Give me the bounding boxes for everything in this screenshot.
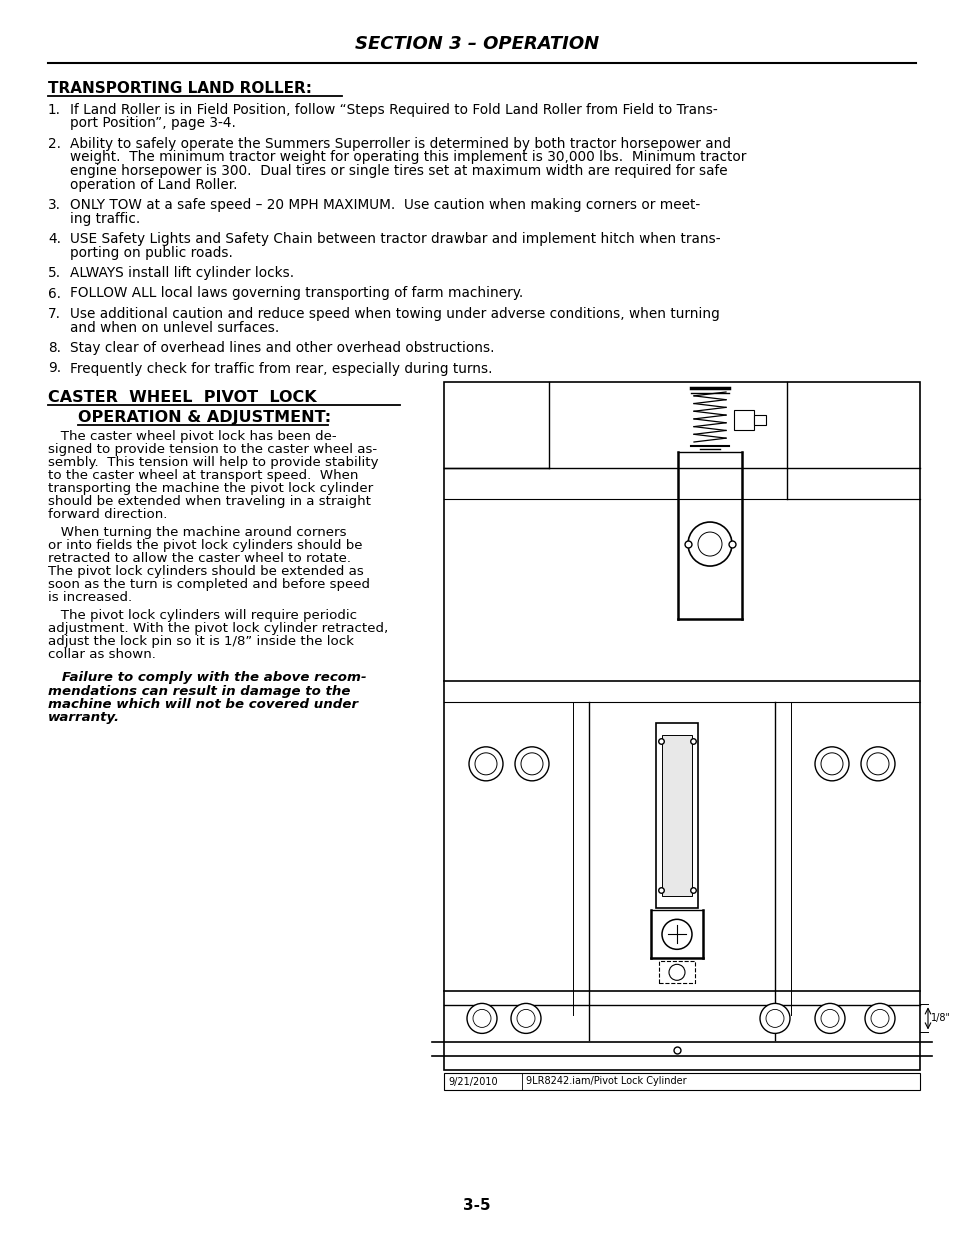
Text: to the caster wheel at transport speed.  When: to the caster wheel at transport speed. … <box>48 469 358 482</box>
Circle shape <box>864 1003 894 1034</box>
Circle shape <box>861 747 894 781</box>
Text: adjustment. With the pivot lock cylinder retracted,: adjustment. With the pivot lock cylinder… <box>48 622 388 635</box>
Text: warranty.: warranty. <box>48 711 120 725</box>
Text: collar as shown.: collar as shown. <box>48 648 156 661</box>
Text: mendations can result in damage to the: mendations can result in damage to the <box>48 684 350 698</box>
Text: 9LR8242.iam/Pivot Lock Cylinder: 9LR8242.iam/Pivot Lock Cylinder <box>525 1077 686 1087</box>
Text: USE Safety Lights and Safety Chain between tractor drawbar and implement hitch w: USE Safety Lights and Safety Chain betwe… <box>70 232 720 246</box>
Text: Ability to safely operate the Summers Superroller is determined by both tractor : Ability to safely operate the Summers Su… <box>70 137 730 151</box>
Circle shape <box>668 965 684 981</box>
Text: 8.: 8. <box>48 341 61 354</box>
Text: 4.: 4. <box>48 232 61 246</box>
Text: port Position”, page 3-4.: port Position”, page 3-4. <box>70 116 235 131</box>
Circle shape <box>473 1009 491 1028</box>
Text: ONLY TOW at a safe speed – 20 MPH MAXIMUM.  Use caution when making corners or m: ONLY TOW at a safe speed – 20 MPH MAXIMU… <box>70 198 700 212</box>
Text: 1.: 1. <box>48 103 61 117</box>
Circle shape <box>469 747 502 781</box>
Text: or into fields the pivot lock cylinders should be: or into fields the pivot lock cylinders … <box>48 538 362 552</box>
Text: engine horsepower is 300.  Dual tires or single tires set at maximum width are r: engine horsepower is 300. Dual tires or … <box>70 164 727 178</box>
Circle shape <box>517 1009 535 1028</box>
Bar <box>753 415 765 425</box>
Text: forward direction.: forward direction. <box>48 508 168 521</box>
Text: machine which will not be covered under: machine which will not be covered under <box>48 698 357 711</box>
Bar <box>733 410 753 430</box>
Text: OPERATION & ADJUSTMENT:: OPERATION & ADJUSTMENT: <box>78 410 331 425</box>
Text: 3-5: 3-5 <box>463 1198 490 1213</box>
Bar <box>659 961 695 983</box>
Bar <box>661 735 691 897</box>
Text: 7.: 7. <box>48 308 61 321</box>
Text: 9/21/2010: 9/21/2010 <box>448 1077 497 1087</box>
Text: 9.: 9. <box>48 362 61 375</box>
Text: SECTION 3 – OPERATION: SECTION 3 – OPERATION <box>355 35 598 53</box>
Circle shape <box>511 1003 540 1034</box>
Text: ing traffic.: ing traffic. <box>70 211 140 226</box>
Text: TRANSPORTING LAND ROLLER:: TRANSPORTING LAND ROLLER: <box>48 82 312 96</box>
Text: retracted to allow the caster wheel to rotate.: retracted to allow the caster wheel to r… <box>48 552 351 564</box>
Text: Use additional caution and reduce speed when towing under adverse conditions, wh: Use additional caution and reduce speed … <box>70 308 719 321</box>
Bar <box>443 1073 919 1091</box>
Text: adjust the lock pin so it is 1/8” inside the lock: adjust the lock pin so it is 1/8” inside… <box>48 635 354 648</box>
Text: is increased.: is increased. <box>48 592 132 604</box>
Text: Failure to comply with the above recom-: Failure to comply with the above recom- <box>48 671 366 684</box>
Circle shape <box>814 1003 844 1034</box>
Text: Stay clear of overhead lines and other overhead obstructions.: Stay clear of overhead lines and other o… <box>70 341 494 354</box>
Text: 1/8": 1/8" <box>930 1014 950 1024</box>
Circle shape <box>698 532 721 556</box>
Text: Frequently check for traffic from rear, especially during turns.: Frequently check for traffic from rear, … <box>70 362 492 375</box>
Circle shape <box>687 522 731 566</box>
Bar <box>656 722 698 908</box>
Text: transporting the machine the pivot lock cylinder: transporting the machine the pivot lock … <box>48 482 373 495</box>
Text: If Land Roller is in Field Position, follow “Steps Required to Fold Land Roller : If Land Roller is in Field Position, fol… <box>70 103 717 117</box>
Text: ALWAYS install lift cylinder locks.: ALWAYS install lift cylinder locks. <box>70 266 294 280</box>
Circle shape <box>475 753 497 774</box>
Text: 3.: 3. <box>48 198 61 212</box>
Text: 5.: 5. <box>48 266 61 280</box>
Text: CASTER  WHEEL  PIVOT  LOCK: CASTER WHEEL PIVOT LOCK <box>48 390 316 405</box>
Text: FOLLOW ALL local laws governing transporting of farm machinery.: FOLLOW ALL local laws governing transpor… <box>70 287 522 300</box>
Circle shape <box>661 919 691 950</box>
Text: 6.: 6. <box>48 287 61 300</box>
Text: The caster wheel pivot lock has been de-: The caster wheel pivot lock has been de- <box>48 430 336 443</box>
Text: porting on public roads.: porting on public roads. <box>70 246 233 259</box>
Circle shape <box>760 1003 789 1034</box>
Text: and when on unlevel surfaces.: and when on unlevel surfaces. <box>70 321 279 335</box>
Text: When turning the machine around corners: When turning the machine around corners <box>48 526 346 538</box>
Text: 2.: 2. <box>48 137 61 151</box>
Text: weight.  The minimum tractor weight for operating this implement is 30,000 lbs. : weight. The minimum tractor weight for o… <box>70 151 745 164</box>
Text: soon as the turn is completed and before speed: soon as the turn is completed and before… <box>48 578 370 592</box>
Text: The pivot lock cylinders should be extended as: The pivot lock cylinders should be exten… <box>48 564 363 578</box>
Circle shape <box>814 747 848 781</box>
Text: should be extended when traveling in a straight: should be extended when traveling in a s… <box>48 495 371 508</box>
Text: signed to provide tension to the caster wheel as-: signed to provide tension to the caster … <box>48 443 376 456</box>
Circle shape <box>765 1009 783 1028</box>
Text: sembly.  This tension will help to provide stability: sembly. This tension will help to provid… <box>48 456 378 469</box>
Text: operation of Land Roller.: operation of Land Roller. <box>70 178 237 191</box>
Circle shape <box>821 1009 838 1028</box>
Circle shape <box>870 1009 888 1028</box>
Circle shape <box>515 747 548 781</box>
Circle shape <box>520 753 542 774</box>
Circle shape <box>467 1003 497 1034</box>
Circle shape <box>866 753 888 774</box>
Bar <box>443 382 919 1070</box>
Circle shape <box>821 753 842 774</box>
Text: The pivot lock cylinders will require periodic: The pivot lock cylinders will require pe… <box>48 609 356 622</box>
